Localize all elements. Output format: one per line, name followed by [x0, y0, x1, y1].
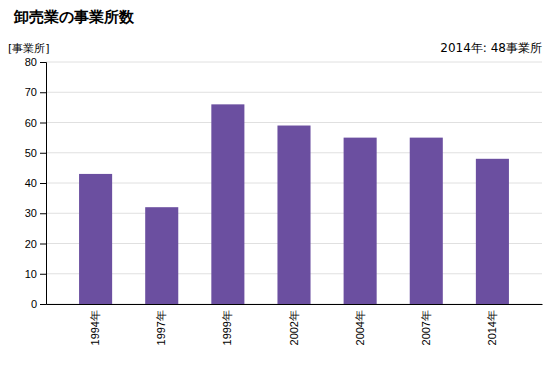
title: 卸売業の事業所数 [13, 8, 135, 26]
axis-line [47, 304, 543, 305]
tick: 50 [25, 147, 46, 159]
grid-line [46, 122, 542, 123]
tick: 40 [25, 177, 46, 189]
bar [476, 159, 509, 304]
y-axis: 0 10 20 30 40 50 60 70 80 [25, 56, 47, 310]
bar [79, 174, 112, 304]
tick-label: 1997年 [155, 310, 167, 345]
grid-line [46, 62, 542, 63]
tick: 70 [25, 86, 46, 98]
tick: 2014年 [486, 310, 498, 345]
tick-mark [40, 153, 46, 154]
bar [211, 104, 244, 304]
grid-line [46, 92, 542, 93]
tick-label: 2014年 [486, 310, 498, 345]
tick-label: 2007年 [420, 310, 432, 345]
bar [344, 138, 377, 304]
tick: 30 [25, 207, 46, 219]
tick-label: 2004年 [354, 310, 366, 345]
axis-line [40, 63, 47, 305]
axis-label: [事業所] [8, 42, 50, 55]
bar [145, 207, 178, 304]
tick-label: 20 [25, 238, 37, 250]
tick-label: 10 [25, 268, 37, 280]
bars [79, 104, 509, 304]
tick-label: 1994年 [89, 310, 101, 345]
tick: 1997年 [155, 310, 167, 345]
tick-label: 0 [31, 298, 37, 310]
tick: 80 [25, 56, 46, 68]
tick: 2002年 [288, 310, 300, 345]
tick-label: 50 [25, 147, 37, 159]
tick-label: 30 [25, 207, 37, 219]
tick-mark [40, 274, 46, 275]
x-axis: 1994年 1997年 1999年 2002年 2004年 2007年 2014年 [47, 305, 543, 346]
tick-mark [40, 123, 46, 124]
chart: 0 10 20 30 40 50 60 70 80 1994年 1997年 1999年 2002年 200… [0, 0, 560, 366]
tick-mark [40, 183, 46, 184]
tick: 1994年 [89, 310, 101, 345]
annotation: 2014年: 48事業所 [440, 41, 542, 55]
bar [410, 138, 443, 304]
tick: 0 [31, 298, 46, 310]
tick-mark [40, 62, 46, 63]
tick-label: 40 [25, 177, 37, 189]
tick: 2007年 [420, 310, 432, 345]
tick: 1999年 [221, 310, 233, 345]
tick: 20 [25, 238, 46, 250]
tick-mark [40, 92, 46, 93]
tick-label: 1999年 [221, 310, 233, 345]
tick-mark [40, 213, 46, 214]
tick-mark [40, 244, 46, 245]
tick-mark [40, 304, 46, 305]
tick-label: 80 [25, 56, 37, 68]
tick: 60 [25, 117, 46, 129]
tick: 2004年 [354, 310, 366, 345]
tick-label: 60 [25, 117, 37, 129]
plot: 0 10 20 30 40 50 60 70 80 1994年 1997年 1999年 2002年 200… [25, 56, 543, 345]
grid [46, 62, 542, 304]
bar [277, 126, 310, 304]
tick-label: 70 [25, 86, 37, 98]
tick-label: 2002年 [288, 310, 300, 345]
tick: 10 [25, 268, 46, 280]
